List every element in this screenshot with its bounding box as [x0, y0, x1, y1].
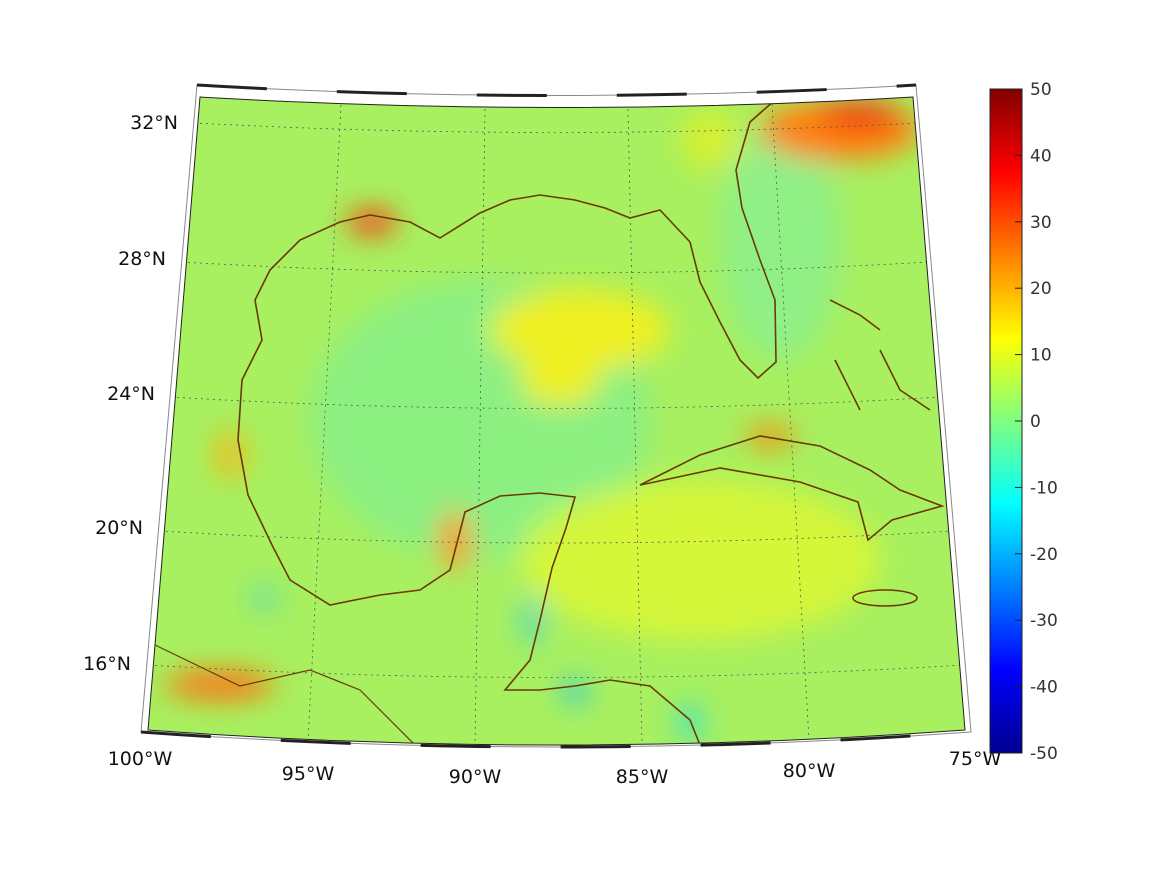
colorbar: 50 40 30 20 10 0 -10 -20 -30 -40 -50	[989, 80, 1058, 764]
field-cold-belize	[524, 595, 540, 645]
cuba-outline	[639, 435, 945, 542]
lon-label: 100°W	[108, 748, 173, 770]
field-hot-louisiana	[347, 210, 397, 234]
coastline	[154, 99, 945, 745]
lon-label: 75°W	[949, 748, 1002, 770]
field-hot-mexico	[218, 430, 242, 480]
lat-labels: 32°N 28°N 24°N 20°N 16°N	[83, 112, 178, 675]
field-low-atlantic	[720, 120, 840, 360]
colorbar-tick-label: -40	[1030, 678, 1058, 698]
field-hot-ne-core	[820, 100, 900, 130]
lon-label: 90°W	[449, 766, 502, 788]
field-high-central-gulf	[490, 290, 670, 370]
colorbar-tick-label: -50	[1030, 744, 1058, 764]
colorbar-tick-label: -20	[1030, 545, 1058, 565]
map-frame	[140, 83, 972, 749]
field-high-caribbean	[520, 480, 880, 640]
colorbar-tick-label: -10	[1030, 478, 1058, 498]
heatmap-field	[148, 97, 965, 745]
lat-label: 16°N	[83, 653, 131, 675]
colorbar-tick-label: 10	[1030, 346, 1052, 366]
colorbar-tick-label: 40	[1030, 146, 1052, 166]
colorbar-tick-label: 30	[1030, 213, 1052, 233]
jamaica-outline	[852, 589, 918, 607]
lon-label: 80°W	[783, 760, 836, 782]
lon-label: 95°W	[282, 763, 335, 785]
graticule	[148, 103, 964, 745]
colorbar-tick-label: 0	[1030, 412, 1041, 432]
lon-label: 85°W	[616, 766, 669, 788]
field-cold-veracruz	[255, 588, 275, 608]
field-high-gulf2	[520, 355, 600, 405]
colorbar-tick-label: 50	[1030, 80, 1052, 100]
field-hot-yucatan	[440, 510, 470, 570]
field-high-georgia	[680, 110, 740, 170]
lon-labels: 100°W 95°W 90°W 85°W 80°W 75°W	[108, 748, 1002, 788]
lat-label: 24°N	[107, 383, 155, 405]
lat-label: 32°N	[130, 112, 178, 134]
lat-label: 28°N	[118, 248, 166, 270]
field-hot-pacific	[165, 671, 275, 699]
mexico-guatemala-border	[154, 644, 416, 745]
colorbar-tick-label: 20	[1030, 279, 1052, 299]
colorbar-tick-label: -30	[1030, 611, 1058, 631]
lat-label: 20°N	[95, 517, 143, 539]
